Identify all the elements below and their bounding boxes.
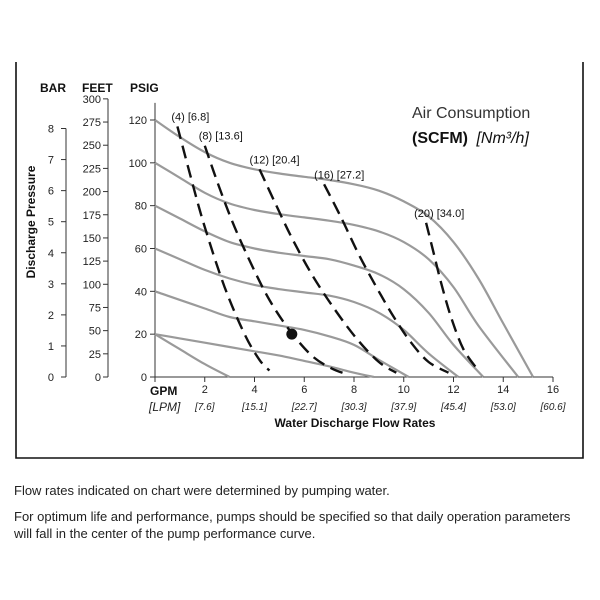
pump-curve-4: [154, 247, 460, 378]
x-lpm-tick-label: [37.9]: [390, 402, 416, 413]
bar-axis-head: BAR: [40, 81, 66, 95]
feet-axis-head: FEET: [82, 81, 113, 95]
y-axis-label: Discharge Pressure: [24, 165, 38, 278]
pump-curve-3: [154, 204, 485, 378]
x-lpm-tick-label: [22.7]: [291, 402, 317, 413]
x-lpm-tick-label: [45.4]: [440, 402, 466, 413]
operating-point-marker: [286, 328, 298, 340]
psig-tick-label: 100: [129, 158, 147, 170]
feet-tick-label: 175: [83, 210, 101, 222]
air-curve-4: [323, 183, 450, 374]
air-curve-label: (12) [20.4]: [249, 154, 299, 166]
feet-tick-label: 225: [83, 163, 101, 175]
bar-tick-label: 7: [48, 155, 54, 167]
x-tick-label: 4: [251, 384, 257, 396]
bar-tick-label: 8: [48, 124, 54, 136]
x-unit-gpm: GPM: [150, 384, 177, 398]
chart-subtitle: (SCFM) [Nm³/h]: [412, 130, 529, 147]
bar-tick-label: 1: [48, 341, 54, 353]
x-tick-label: 16: [547, 384, 559, 396]
bar-tick-label: 3: [48, 279, 54, 291]
air-curve-label: (20) [34.0]: [414, 208, 464, 220]
pump-curve-2: [154, 161, 520, 378]
feet-tick-label: 100: [83, 279, 101, 291]
bar-tick-label: 4: [48, 248, 54, 260]
feet-tick-label: 200: [83, 187, 101, 199]
feet-tick-label: 150: [83, 233, 101, 245]
bar-tick-label: 6: [48, 186, 54, 198]
note-flow-rates: Flow rates indicated on chart were deter…: [14, 483, 390, 498]
psig-tick-label: 60: [135, 244, 147, 256]
x-lpm-tick-label: [7.6]: [194, 402, 215, 413]
psig-tick-label: 40: [135, 286, 147, 298]
x-unit-lpm: [LPM]: [148, 400, 181, 414]
feet-tick-label: 300: [83, 94, 101, 106]
note-optimum-life: For optimum life and performance, pumps …: [14, 509, 571, 541]
feet-tick-label: 50: [89, 326, 101, 338]
psig-axis-head: PSIG: [130, 81, 159, 95]
psig-tick-label: 80: [135, 201, 147, 213]
x-tick-label: 14: [497, 384, 509, 396]
x-lpm-tick-label: [15.1]: [241, 402, 267, 413]
air-curves: (4) [6.8] (8) [13.6] (12) [20.4] (16) [27.2…: [171, 111, 480, 377]
axes-layer: 0123456780255075100125150175200225250275…: [48, 94, 566, 413]
chart-notes: Flow rates indicated on chart were deter…: [14, 482, 589, 551]
x-lpm-tick-label: [30.3]: [340, 402, 366, 413]
x-tick-label: 2: [202, 384, 208, 396]
pump-curve-1: [154, 119, 535, 378]
bar-tick-label: 0: [48, 372, 54, 384]
air-curve-2: [203, 145, 350, 377]
x-lpm-tick-label: [60.6]: [539, 402, 565, 413]
subtitle-nm3h: [Nm³/h]: [475, 130, 529, 147]
psig-tick-label: 120: [129, 115, 147, 127]
air-curve-3: [258, 168, 397, 374]
x-tick-label: 8: [351, 384, 357, 396]
bar-tick-label: 2: [48, 310, 54, 322]
subtitle-scfm: (SCFM): [412, 130, 468, 147]
pump-curve-5: [154, 290, 410, 378]
air-curve-label: (16) [27.2]: [314, 169, 364, 181]
feet-tick-label: 25: [89, 349, 101, 361]
feet-tick-label: 0: [95, 372, 101, 384]
feet-tick-label: 125: [83, 256, 101, 268]
pump-curve-6: [154, 333, 375, 379]
chart-title: Air Consumption: [412, 105, 530, 122]
x-lpm-tick-label: [53.0]: [490, 402, 516, 413]
feet-tick-label: 275: [83, 117, 101, 129]
chart-frame-border: [15, 62, 584, 459]
x-tick-label: 6: [301, 384, 307, 396]
air-curve-5: [424, 222, 480, 372]
air-curve-label: (4) [6.8]: [171, 111, 209, 123]
x-axis-label: Water Discharge Flow Rates: [275, 416, 436, 430]
bar-tick-label: 5: [48, 217, 54, 229]
psig-tick-label: 20: [135, 329, 147, 341]
x-tick-label: 12: [447, 384, 459, 396]
feet-tick-label: 250: [83, 140, 101, 152]
x-tick-label: 10: [398, 384, 410, 396]
air-curve-1: [176, 126, 271, 372]
pump-curve-7: [154, 333, 231, 378]
psig-tick-label: 0: [141, 372, 147, 384]
feet-tick-label: 75: [89, 302, 101, 314]
air-curve-label: (8) [13.6]: [199, 131, 243, 143]
